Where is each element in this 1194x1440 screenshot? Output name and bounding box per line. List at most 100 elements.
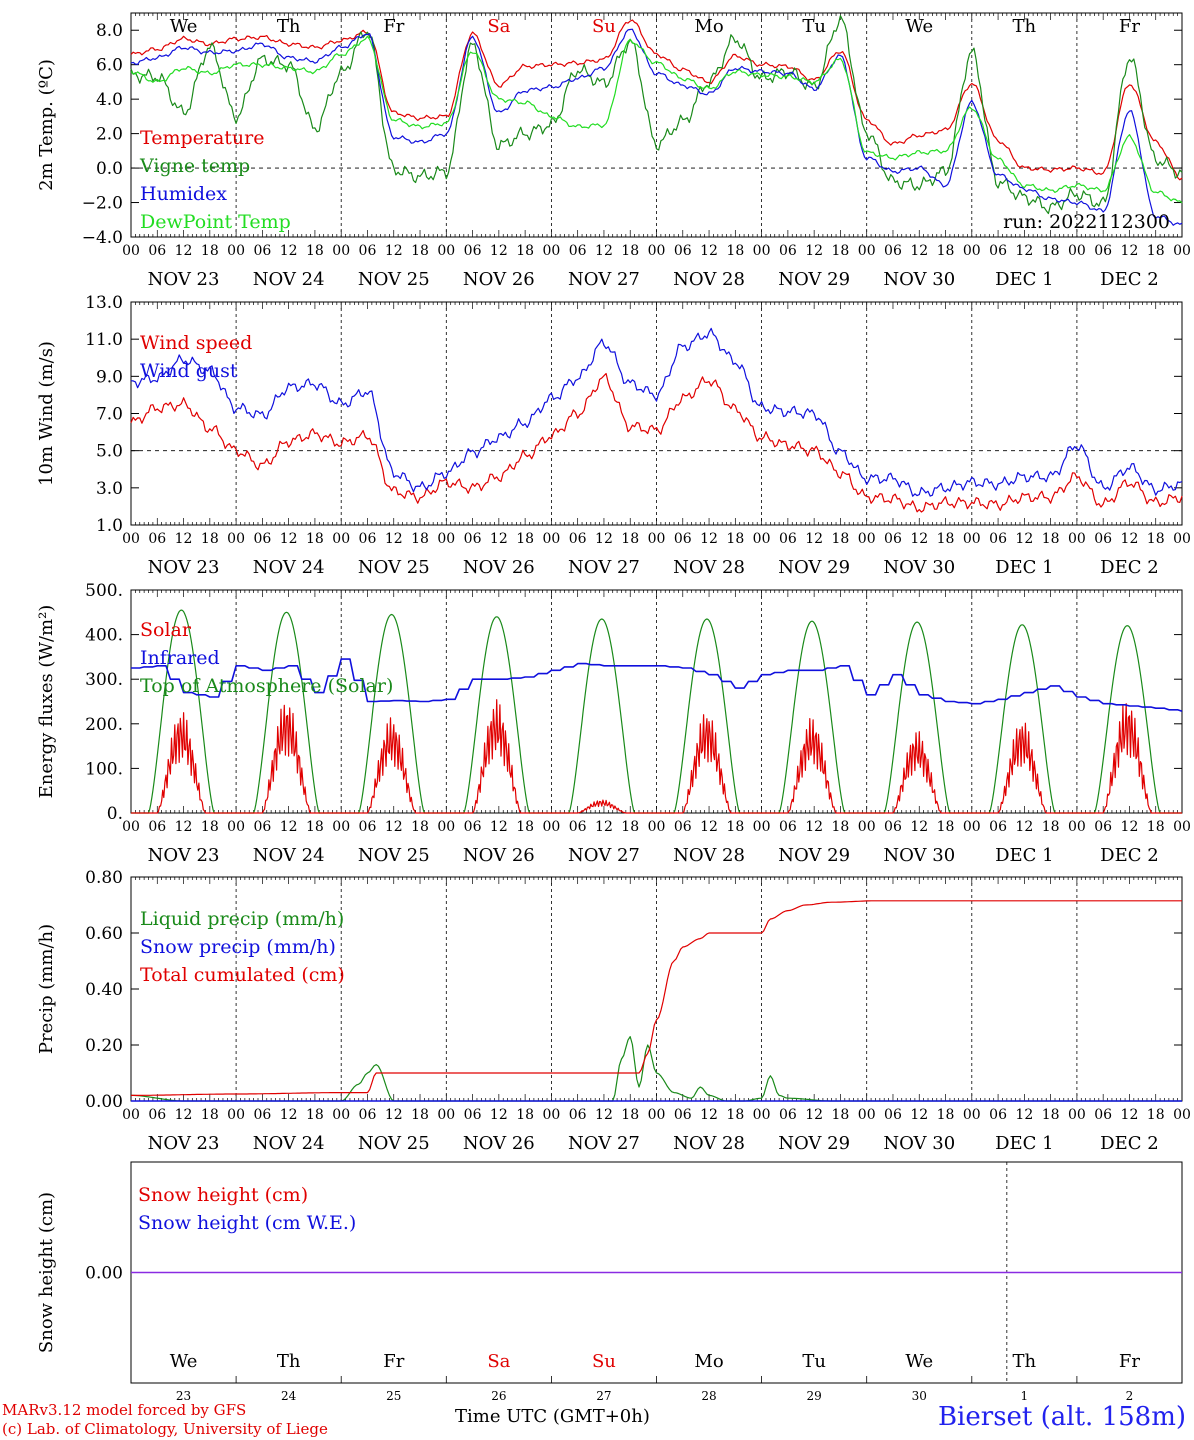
hour-tick-label: 18 bbox=[411, 531, 429, 547]
hour-tick-label: 06 bbox=[148, 531, 166, 547]
hour-tick-label: 12 bbox=[280, 1107, 298, 1123]
day-label: DEC 2 bbox=[1100, 1133, 1159, 1154]
day-label: DEC 1 bbox=[995, 269, 1054, 290]
day-label: NOV 26 bbox=[463, 269, 535, 290]
weekday-label: Sa bbox=[487, 1351, 510, 1372]
hour-tick-label: 12 bbox=[700, 819, 718, 835]
run-label: run: 2022112300 bbox=[1003, 211, 1170, 233]
weekday-label: We bbox=[170, 1351, 198, 1372]
hour-tick-label: 00 bbox=[1068, 1107, 1086, 1123]
y-tick-label: 200. bbox=[85, 715, 123, 735]
day-label: NOV 27 bbox=[568, 1133, 640, 1154]
hour-tick-label: 06 bbox=[884, 531, 902, 547]
legend-entry: Snow height (cm) bbox=[138, 1184, 308, 1206]
hour-tick-label: 00 bbox=[648, 1107, 666, 1123]
hour-tick-label: 06 bbox=[674, 531, 692, 547]
hour-tick-label: 06 bbox=[989, 819, 1007, 835]
y-axis-label: 2m Temp. (ºC) bbox=[36, 59, 57, 191]
y-tick-label: 300. bbox=[85, 670, 123, 690]
hour-tick-label: 12 bbox=[490, 243, 508, 259]
hour-tick-label: 00 bbox=[122, 531, 140, 547]
y-tick-label: 9.0 bbox=[96, 367, 123, 387]
hour-tick-label: 00 bbox=[227, 243, 245, 259]
day-number-label: 2 bbox=[1126, 1389, 1134, 1403]
hour-tick-label: 06 bbox=[779, 1107, 797, 1123]
hour-tick-label: 06 bbox=[359, 1107, 377, 1123]
day-number-label: 25 bbox=[386, 1389, 401, 1403]
hour-tick-label: 18 bbox=[621, 531, 639, 547]
hour-tick-label: 06 bbox=[674, 819, 692, 835]
hour-tick-label: 00 bbox=[753, 819, 771, 835]
y-tick-label: 11.0 bbox=[85, 330, 123, 350]
weekday-label: We bbox=[905, 16, 933, 37]
day-label: NOV 29 bbox=[778, 269, 850, 290]
hour-tick-label: 06 bbox=[989, 1107, 1007, 1123]
hour-tick-label: 18 bbox=[411, 819, 429, 835]
hour-tick-label: 18 bbox=[1042, 819, 1060, 835]
hour-tick-label: 06 bbox=[253, 1107, 271, 1123]
series-line bbox=[130, 372, 1183, 513]
legend-entry: Wind gust bbox=[140, 360, 238, 382]
y-axis-label: Energy fluxes (W/m²) bbox=[36, 605, 57, 799]
hour-tick-label: 18 bbox=[832, 243, 850, 259]
legend-entry: Liquid precip (mm/h) bbox=[140, 908, 344, 930]
day-label: NOV 28 bbox=[673, 269, 745, 290]
legend-entry: DewPoint Temp bbox=[140, 211, 291, 233]
hour-tick-label: 00 bbox=[1068, 819, 1086, 835]
hour-tick-label: 18 bbox=[516, 1107, 534, 1123]
hour-tick-label: 12 bbox=[910, 531, 928, 547]
weekday-label: Th bbox=[277, 1351, 301, 1372]
legend-entry: Vigne temp bbox=[139, 155, 250, 177]
hour-tick-label: 00 bbox=[1068, 531, 1086, 547]
hour-tick-label: 12 bbox=[280, 531, 298, 547]
day-label: NOV 26 bbox=[463, 557, 535, 578]
hour-tick-label: 18 bbox=[832, 531, 850, 547]
hour-tick-label: 12 bbox=[700, 531, 718, 547]
hour-tick-label: 12 bbox=[1015, 819, 1033, 835]
y-tick-label: 7.0 bbox=[96, 405, 123, 425]
series-line bbox=[130, 19, 1183, 181]
hour-tick-label: 18 bbox=[516, 819, 534, 835]
hour-tick-label: 06 bbox=[464, 531, 482, 547]
weekday-label: Su bbox=[592, 16, 616, 37]
hour-tick-label: 00 bbox=[437, 243, 455, 259]
hour-tick-label: 18 bbox=[1147, 819, 1165, 835]
y-tick-label: 400. bbox=[85, 626, 123, 646]
hour-tick-label: 18 bbox=[1147, 531, 1165, 547]
day-label: NOV 27 bbox=[568, 845, 640, 866]
hour-tick-label: 12 bbox=[595, 243, 613, 259]
hour-tick-label: 18 bbox=[411, 243, 429, 259]
hour-tick-label: 12 bbox=[1121, 1107, 1139, 1123]
hour-tick-label: 06 bbox=[989, 531, 1007, 547]
hour-tick-label: 00 bbox=[122, 1107, 140, 1123]
y-tick-label: 4.0 bbox=[96, 90, 123, 110]
hour-tick-label: 12 bbox=[385, 1107, 403, 1123]
hour-tick-label: 12 bbox=[385, 819, 403, 835]
hour-tick-label: 06 bbox=[148, 243, 166, 259]
hour-tick-label: 18 bbox=[306, 819, 324, 835]
y-tick-label: 100. bbox=[85, 759, 123, 779]
hour-tick-label: 00 bbox=[963, 1107, 981, 1123]
hour-tick-label: 06 bbox=[1094, 243, 1112, 259]
hour-tick-label: 06 bbox=[1094, 531, 1112, 547]
hour-tick-label: 00 bbox=[648, 819, 666, 835]
hour-tick-label: 00 bbox=[122, 819, 140, 835]
hour-tick-label: 12 bbox=[805, 531, 823, 547]
y-tick-label: 0. bbox=[107, 804, 123, 824]
hour-tick-label: 18 bbox=[832, 1107, 850, 1123]
hour-tick-label: 18 bbox=[726, 1107, 744, 1123]
hour-tick-label: 06 bbox=[1094, 1107, 1112, 1123]
hour-tick-label: 12 bbox=[700, 243, 718, 259]
hour-tick-label: 06 bbox=[569, 1107, 587, 1123]
hour-tick-label: 18 bbox=[306, 1107, 324, 1123]
hour-tick-label: 00 bbox=[648, 243, 666, 259]
hour-tick-label: 12 bbox=[1015, 1107, 1033, 1123]
day-label: NOV 27 bbox=[568, 557, 640, 578]
hour-tick-label: 06 bbox=[359, 819, 377, 835]
y-tick-label: −2.0 bbox=[82, 194, 123, 214]
y-axis-label: Precip (mm/h) bbox=[36, 924, 57, 1054]
y-tick-label: 6.0 bbox=[96, 56, 123, 76]
hour-tick-label: 18 bbox=[201, 1107, 219, 1123]
hour-tick-label: 18 bbox=[1147, 243, 1165, 259]
